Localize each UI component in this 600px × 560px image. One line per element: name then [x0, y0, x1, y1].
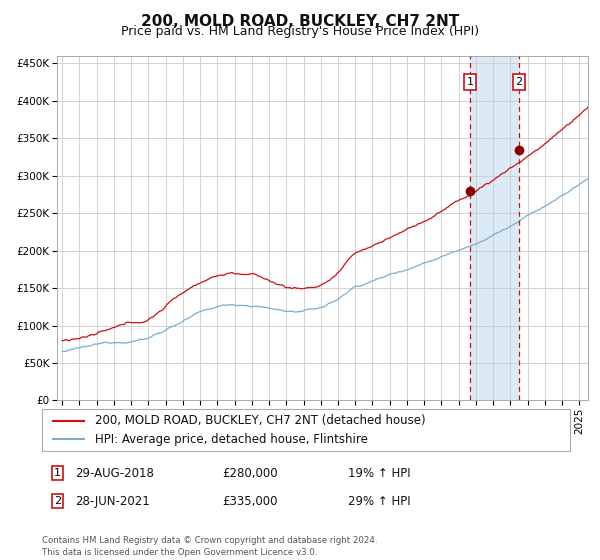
Text: HPI: Average price, detached house, Flintshire: HPI: Average price, detached house, Flin… [95, 432, 368, 446]
Text: 29% ↑ HPI: 29% ↑ HPI [348, 494, 410, 508]
Text: 28-JUN-2021: 28-JUN-2021 [75, 494, 150, 508]
Text: £335,000: £335,000 [222, 494, 277, 508]
Text: 200, MOLD ROAD, BUCKLEY, CH7 2NT: 200, MOLD ROAD, BUCKLEY, CH7 2NT [141, 14, 459, 29]
Bar [470, 56, 519, 400]
FancyBboxPatch shape [42, 409, 570, 451]
Text: Price paid vs. HM Land Registry's House Price Index (HPI): Price paid vs. HM Land Registry's House … [121, 25, 479, 38]
Text: 1: 1 [54, 468, 61, 478]
Text: 29-AUG-2018: 29-AUG-2018 [75, 466, 154, 480]
Text: 19% ↑ HPI: 19% ↑ HPI [348, 466, 410, 480]
Text: £280,000: £280,000 [222, 466, 278, 480]
Text: 2: 2 [515, 77, 523, 87]
Text: 2: 2 [54, 496, 61, 506]
Text: Contains HM Land Registry data © Crown copyright and database right 2024.
This d: Contains HM Land Registry data © Crown c… [42, 536, 377, 557]
Text: 200, MOLD ROAD, BUCKLEY, CH7 2NT (detached house): 200, MOLD ROAD, BUCKLEY, CH7 2NT (detach… [95, 414, 425, 427]
Text: 1: 1 [467, 77, 473, 87]
